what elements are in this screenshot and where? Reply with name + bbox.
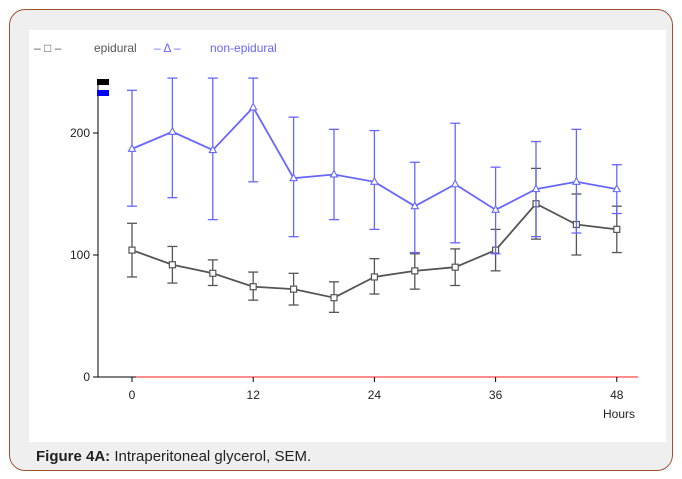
data-point xyxy=(209,269,217,277)
data-point xyxy=(612,183,622,193)
plot-panel xyxy=(29,30,666,442)
data-point xyxy=(450,179,460,188)
x-tick-label: 24 xyxy=(368,388,382,402)
data-point xyxy=(370,273,378,281)
legend-epidural-label: epidural xyxy=(94,41,137,55)
data-point xyxy=(531,183,541,193)
data-point xyxy=(330,294,338,302)
data-point xyxy=(491,204,501,213)
series-non-epidural xyxy=(127,77,622,255)
axis-top-marker-blue xyxy=(97,90,109,96)
legend: – □ – epidural – Δ – non-epidural xyxy=(34,41,277,55)
figure-frame xyxy=(9,9,673,471)
x-tick-label: 48 xyxy=(610,388,624,402)
legend-nonepidural-label: non-epidural xyxy=(210,41,277,55)
series-layer xyxy=(127,77,622,313)
data-point xyxy=(168,261,176,269)
y-tick-label: 200 xyxy=(70,126,90,140)
figure-caption: Figure 4A: Intraperitoneal glycerol, SEM… xyxy=(36,448,311,465)
legend-epidural-marker: – □ – xyxy=(34,41,62,55)
x-tick-label: 0 xyxy=(129,388,136,402)
data-point xyxy=(329,169,339,178)
y-tick-label: 0 xyxy=(83,370,90,384)
data-point xyxy=(208,144,218,154)
data-point xyxy=(369,176,379,185)
data-point xyxy=(613,225,621,233)
caption-label: Figure 4A: xyxy=(36,448,111,465)
y-tick-label: 100 xyxy=(70,248,90,262)
legend-nonepidural-marker: – Δ – xyxy=(154,41,181,55)
x-tick-label: 36 xyxy=(489,388,503,402)
data-point xyxy=(571,176,581,185)
data-point xyxy=(290,285,298,293)
data-point xyxy=(289,172,299,182)
data-point xyxy=(411,267,419,275)
x-axis-label: Hours xyxy=(603,407,635,421)
data-point xyxy=(451,263,459,271)
axis-top-marker-black xyxy=(97,79,109,85)
data-point xyxy=(167,126,177,135)
x-tick-label: 12 xyxy=(247,388,261,402)
data-point xyxy=(249,283,257,291)
caption-text: Intraperitoneal glycerol, SEM. xyxy=(110,448,312,465)
data-point xyxy=(410,201,420,210)
data-point xyxy=(127,143,137,152)
ticks: 0 12 24 36 48 0 100 200 xyxy=(70,126,624,402)
data-point xyxy=(248,102,258,111)
data-point xyxy=(128,246,136,254)
